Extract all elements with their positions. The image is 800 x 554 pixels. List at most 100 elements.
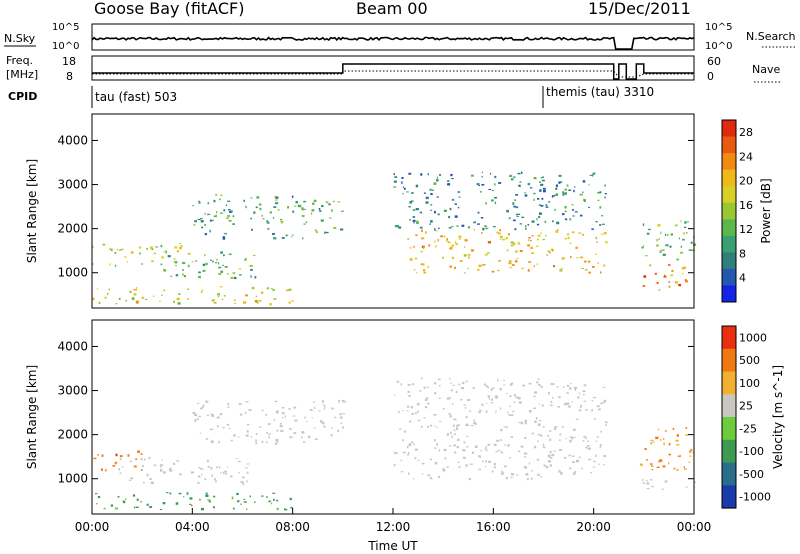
echo-cell xyxy=(482,227,485,231)
echo-cell xyxy=(595,236,598,240)
echo-cell xyxy=(198,475,201,478)
echo-cell xyxy=(225,204,228,207)
echo-cell xyxy=(211,414,215,417)
echo-cell xyxy=(194,419,197,422)
echo-cell xyxy=(242,482,245,486)
echo-cell xyxy=(454,451,457,454)
echo-cell xyxy=(451,198,455,201)
echo-cell xyxy=(132,494,136,497)
echo-cell xyxy=(165,251,167,254)
echo-cell xyxy=(178,246,182,250)
echo-cell xyxy=(646,488,650,490)
echo-cell xyxy=(183,275,186,278)
echo-cell xyxy=(520,421,524,425)
echo-cell xyxy=(216,258,218,261)
echo-cell xyxy=(481,171,484,173)
echo-cell xyxy=(500,439,502,442)
echo-cell xyxy=(536,263,539,265)
echo-cell xyxy=(538,384,541,387)
echo-cell xyxy=(504,444,507,446)
echo-cell xyxy=(527,244,530,247)
echo-cell xyxy=(430,204,433,206)
echo-cell xyxy=(226,466,228,468)
echo-cell xyxy=(434,382,437,385)
echo-cell xyxy=(230,475,233,478)
echo-cell xyxy=(107,292,109,296)
echo-cell xyxy=(426,425,429,428)
echo-cell xyxy=(658,238,660,240)
echo-cell xyxy=(525,227,527,230)
echo-cell xyxy=(572,472,576,475)
echo-cell xyxy=(174,261,178,264)
echo-cell xyxy=(236,492,239,496)
echo-cell xyxy=(560,472,563,475)
echo-cell xyxy=(508,261,512,265)
echo-cell xyxy=(289,497,292,501)
echo-cell xyxy=(596,241,598,243)
echo-cell xyxy=(260,291,264,294)
echo-cell xyxy=(497,269,500,272)
echo-cell xyxy=(458,235,462,238)
echo-cell xyxy=(146,473,149,477)
cpid-program-2: themis (tau) 3310 xyxy=(546,85,654,99)
echo-cell xyxy=(342,401,346,403)
echo-cell xyxy=(194,220,197,223)
echo-cell xyxy=(255,442,257,445)
echo-cell xyxy=(393,173,395,175)
echo-cell xyxy=(592,174,594,177)
colorbar-tick-label: 24 xyxy=(739,150,753,163)
cpid-program-1: tau (fast) 503 xyxy=(95,90,177,104)
echo-cell xyxy=(664,233,667,236)
echo-cell xyxy=(421,263,425,266)
echo-cell xyxy=(675,439,679,442)
echo-cell xyxy=(542,176,544,178)
echo-cell xyxy=(328,203,331,206)
echo-cell xyxy=(433,439,436,442)
echo-cell xyxy=(657,281,659,284)
echo-cell xyxy=(477,223,480,225)
echo-cell xyxy=(546,254,549,256)
echo-cell xyxy=(491,470,494,473)
echo-cell xyxy=(267,423,271,425)
echo-cell xyxy=(133,289,136,291)
echo-cell xyxy=(533,192,536,195)
echo-cell xyxy=(220,212,223,214)
echo-cell xyxy=(275,438,279,442)
echo-cell xyxy=(531,235,534,237)
echo-cell xyxy=(213,199,216,203)
echo-cell xyxy=(92,245,94,248)
echo-cell xyxy=(224,470,226,473)
echo-cell xyxy=(559,269,563,272)
echo-cell xyxy=(643,275,647,278)
echo-cell xyxy=(685,280,689,283)
power-frame xyxy=(91,113,695,309)
echo-cell xyxy=(566,384,570,387)
echo-cell xyxy=(562,191,564,194)
echo-cell xyxy=(163,251,165,253)
echo-cell xyxy=(472,387,475,389)
echo-cell xyxy=(470,174,474,177)
echo-cell xyxy=(304,416,306,419)
echo-cell xyxy=(434,461,438,465)
echo-cell xyxy=(497,450,501,452)
echo-cell xyxy=(693,481,696,483)
echo-cell xyxy=(584,200,586,202)
colorbar-frame xyxy=(721,325,737,509)
echo-cell xyxy=(292,234,294,236)
echo-cell xyxy=(258,203,262,206)
echo-cell xyxy=(227,209,231,211)
echo-cell xyxy=(238,268,242,270)
echo-cell xyxy=(407,238,410,240)
echo-cell xyxy=(329,217,332,219)
echo-cell xyxy=(473,421,477,425)
echo-cell xyxy=(565,218,568,221)
echo-cell xyxy=(527,224,530,226)
echo-cell xyxy=(455,243,458,246)
echo-cell xyxy=(243,498,246,500)
echo-cell xyxy=(569,218,572,221)
echo-cell xyxy=(558,181,561,184)
echo-cell xyxy=(512,176,516,178)
echo-cell xyxy=(447,183,451,186)
echo-cell xyxy=(508,233,510,236)
echo-cell xyxy=(249,495,251,498)
